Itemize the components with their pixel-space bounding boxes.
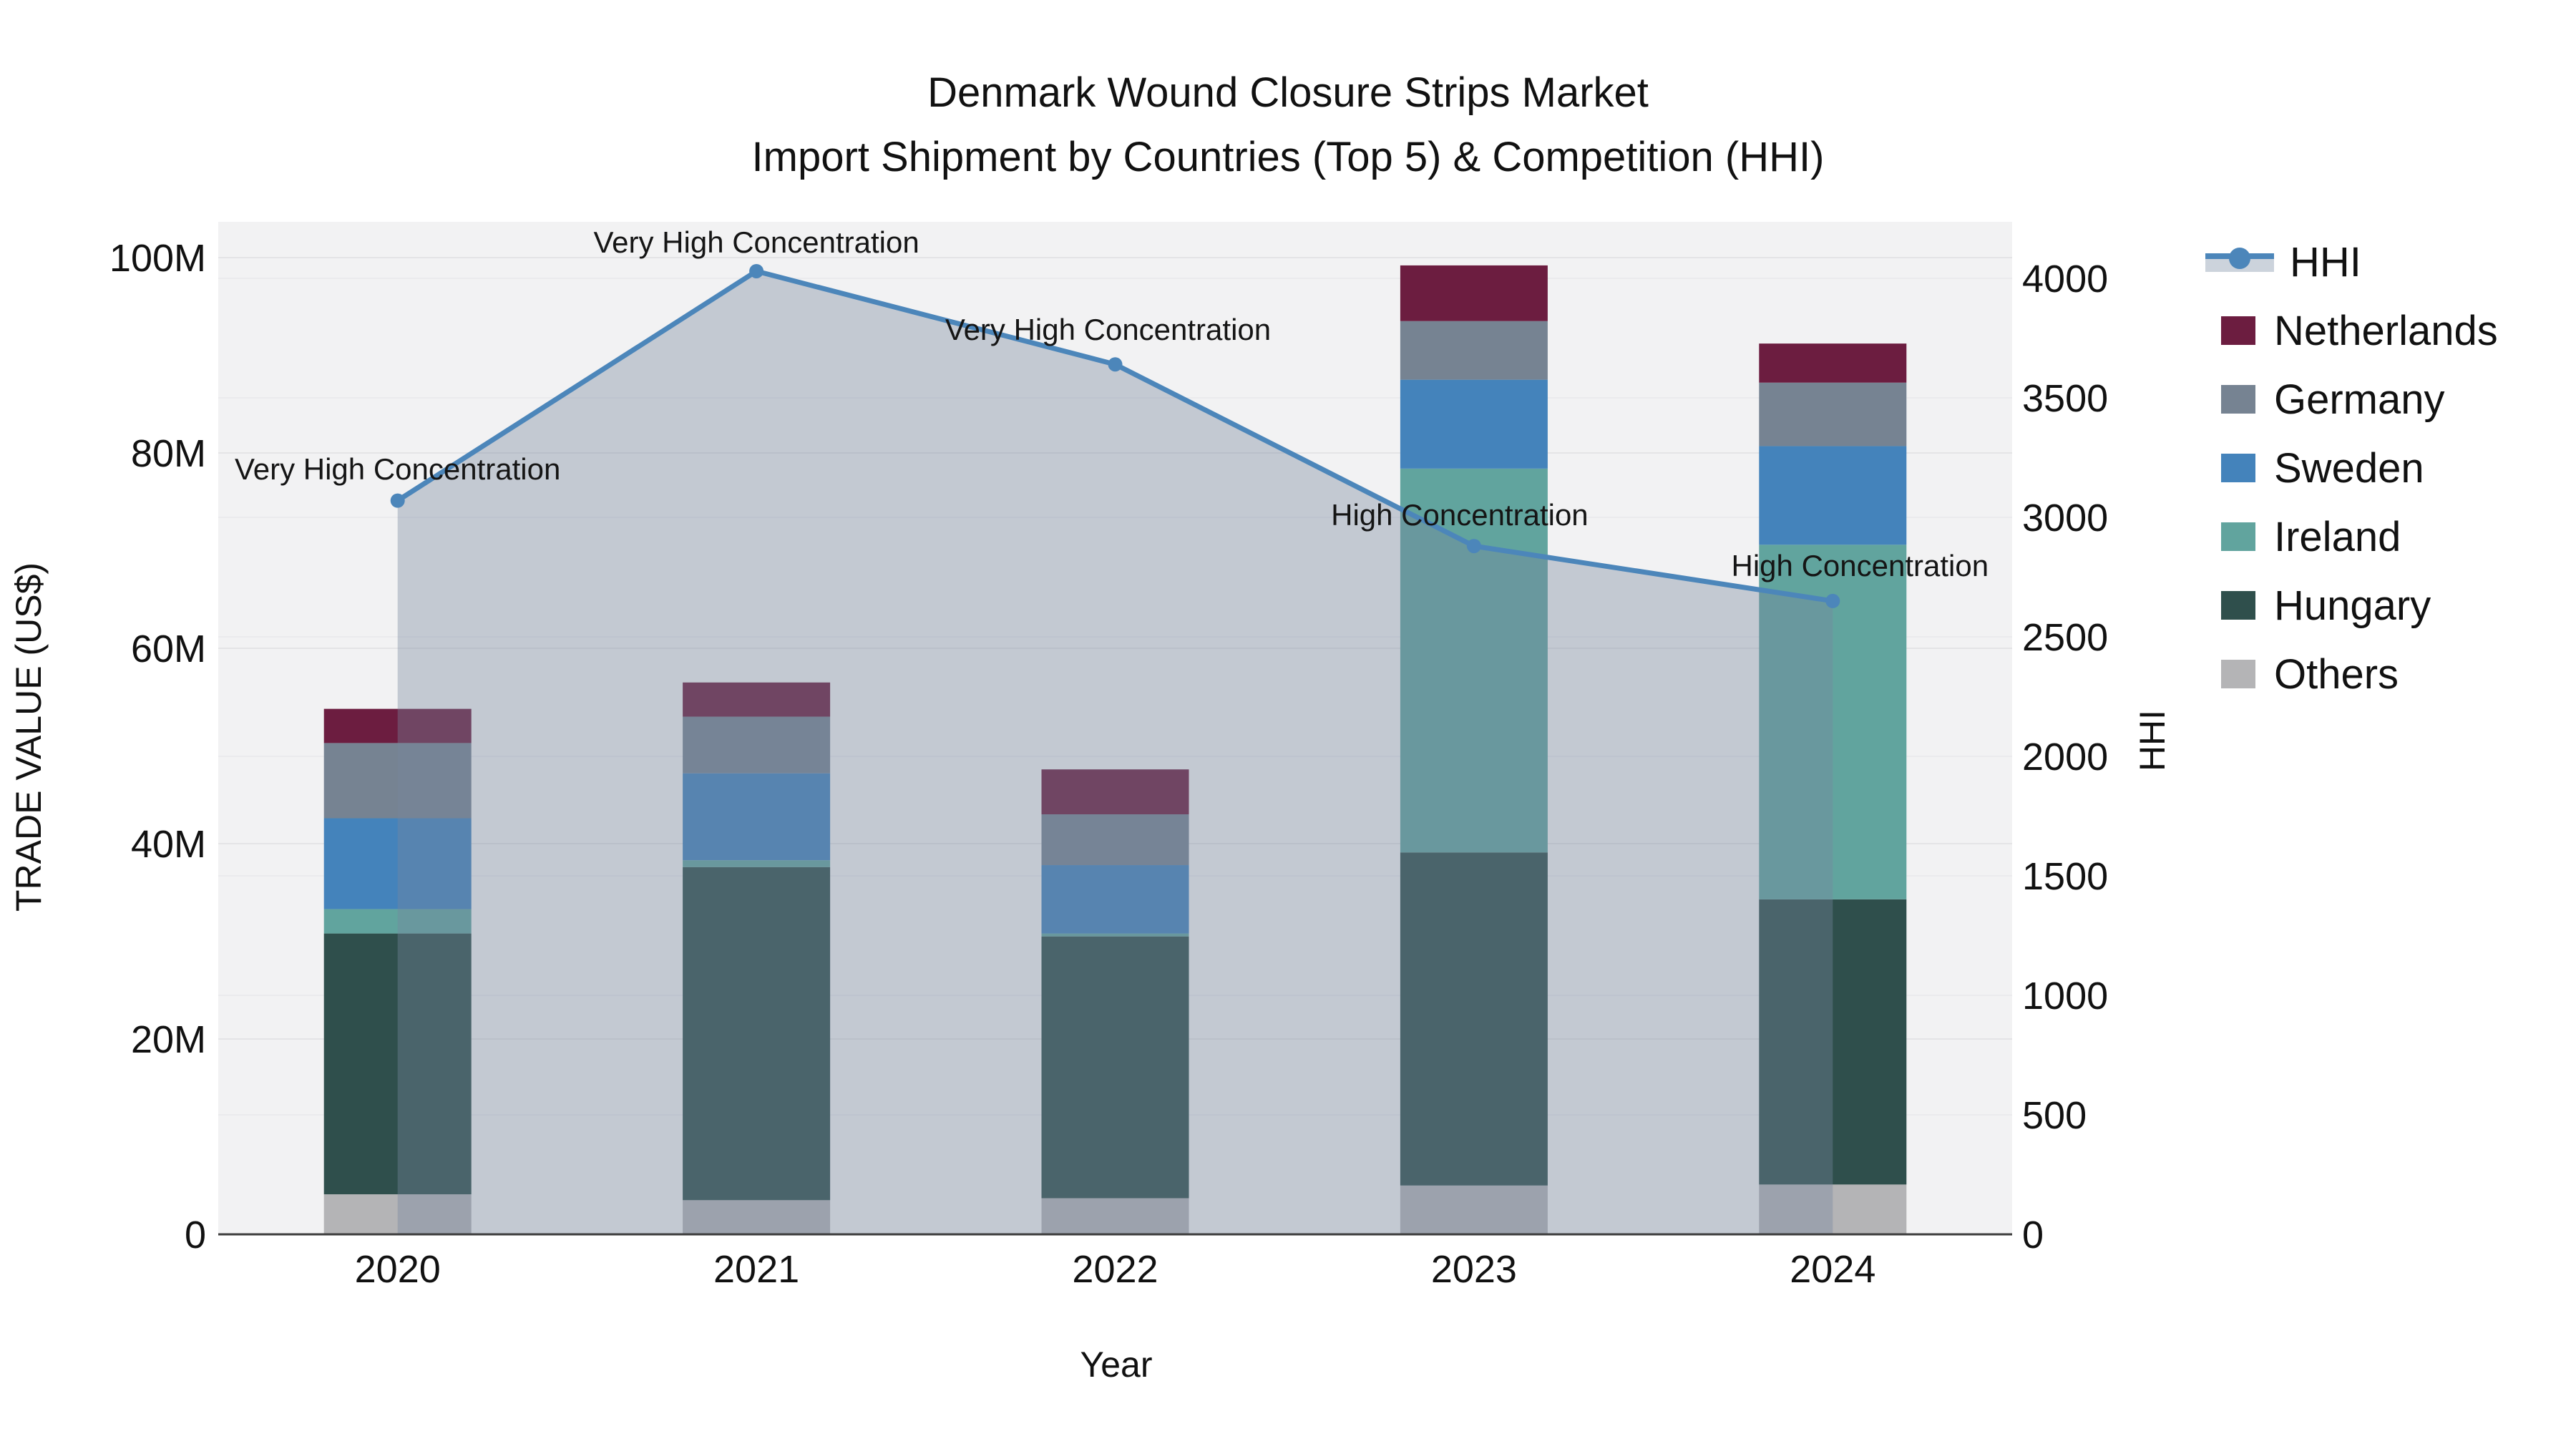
y-left-tick: 0 (185, 1214, 206, 1257)
bar-segment-2021-netherlands (683, 682, 831, 717)
legend-item-hhi: HHI (2205, 228, 2498, 296)
bar-segment-2024-sweden (1759, 446, 1907, 545)
sweden-swatch-icon (2221, 454, 2255, 482)
bar-segment-2020-netherlands (323, 708, 472, 743)
y-left-tick: 80M (131, 432, 206, 475)
annotation-2023: High Concentration (1331, 498, 1589, 532)
bar-segment-2020-sweden (323, 818, 472, 909)
others-swatch-icon (2221, 660, 2255, 688)
y-right-tick: 0 (2022, 1214, 2044, 1257)
y-left-tick: 40M (131, 823, 206, 866)
bar-segment-2022-others (1041, 1198, 1189, 1234)
hungary-swatch-icon (2221, 591, 2255, 620)
chart-title-line1: Denmark Wound Closure Strips Market (927, 69, 1649, 116)
legend-label: Sweden (2274, 444, 2424, 492)
bar-segment-2022-netherlands (1041, 769, 1189, 815)
hhi-marker-2023 (1466, 539, 1481, 554)
bar-segment-2020-germany (323, 743, 472, 819)
legend-item-sweden: Sweden (2205, 434, 2498, 502)
x-tick: 2024 (1790, 1248, 1875, 1291)
legend-label: Hungary (2274, 582, 2431, 629)
y-right-tick: 2500 (2022, 616, 2108, 659)
x-tick: 2020 (355, 1248, 441, 1291)
bar-segment-2021-germany (683, 716, 831, 774)
y-right-tick: 4000 (2022, 258, 2108, 301)
legend-label: HHI (2290, 238, 2361, 286)
netherlands-swatch-icon (2221, 316, 2255, 345)
bar-segment-2021-sweden (683, 773, 831, 861)
legend-item-others: Others (2205, 640, 2498, 708)
y-right-tick: 3500 (2022, 377, 2108, 420)
legend-label: Others (2274, 650, 2399, 698)
bar-segment-2020-hungary (323, 933, 472, 1195)
bar-segment-2024-netherlands (1759, 343, 1907, 383)
y-right-tick: 1000 (2022, 975, 2108, 1018)
y-right-tick: 3000 (2022, 497, 2108, 540)
bar-segment-2022-hungary (1041, 936, 1189, 1199)
hhi-marker-2021 (749, 263, 764, 278)
bar-segment-2022-ireland (1041, 933, 1189, 937)
y-right-tick: 2000 (2022, 736, 2108, 779)
y-left-tick: 100M (109, 237, 206, 280)
legend-label: Netherlands (2274, 307, 2498, 354)
legend-label: Germany (2274, 376, 2445, 423)
bar-segment-2023-netherlands (1400, 265, 1548, 321)
ireland-swatch-icon (2221, 522, 2255, 551)
hhi-line-icon (2205, 248, 2274, 276)
bar-segment-2024-germany (1759, 382, 1907, 447)
y-right-tick: 1500 (2022, 855, 2108, 898)
bar-segment-2024-others (1759, 1184, 1907, 1234)
annotation-2024: High Concentration (1731, 548, 1989, 582)
legend-item-hungary: Hungary (2205, 571, 2498, 640)
legend-item-germany: Germany (2205, 365, 2498, 434)
germany-swatch-icon (2221, 385, 2255, 414)
annotation-2021: Very High Concentration (593, 225, 919, 259)
bar-segment-2021-hungary (683, 867, 831, 1201)
bar-segment-2024-hungary (1759, 899, 1907, 1185)
y-right-tick: 500 (2022, 1094, 2087, 1137)
bar-segment-2021-others (683, 1200, 831, 1234)
y-left-tick: 20M (131, 1018, 206, 1061)
legend-item-netherlands: Netherlands (2205, 296, 2498, 365)
bar-segment-2023-ireland (1400, 468, 1548, 853)
x-axis-label: Year (1080, 1345, 1153, 1385)
legend-item-ireland: Ireland (2205, 502, 2498, 571)
legend-label: Ireland (2274, 513, 2401, 560)
chart-title-line2: Import Shipment by Countries (Top 5) & C… (751, 134, 1825, 180)
annotation-2020: Very High Concentration (235, 452, 561, 486)
bar-segment-2020-ireland (323, 909, 472, 934)
bar-segment-2020-others (323, 1194, 472, 1234)
bar-segment-2023-sweden (1400, 379, 1548, 469)
bar-segment-2022-sweden (1041, 865, 1189, 934)
y-axis-left-label: TRADE VALUE (US$) (9, 562, 49, 912)
chart-legend: HHI Netherlands Germany Sweden Ireland H… (2205, 228, 2498, 708)
hhi-marker-2024 (1825, 593, 1840, 608)
x-tick: 2021 (713, 1248, 799, 1291)
bar-segment-2021-ireland (683, 860, 831, 867)
x-tick: 2023 (1431, 1248, 1517, 1291)
y-left-tick: 60M (131, 628, 206, 670)
hhi-area (397, 270, 1833, 1235)
y-axis-right-label: HHI (2132, 709, 2172, 772)
hhi-marker-2020 (390, 493, 405, 508)
annotation-2022: Very High Concentration (945, 313, 1272, 347)
bar-segment-2023-hungary (1400, 852, 1548, 1186)
bar-segment-2023-others (1400, 1185, 1548, 1234)
hhi-marker-2022 (1108, 357, 1123, 372)
bar-segment-2023-germany (1400, 321, 1548, 380)
bar-segment-2022-germany (1041, 814, 1189, 866)
x-tick: 2022 (1072, 1248, 1158, 1291)
